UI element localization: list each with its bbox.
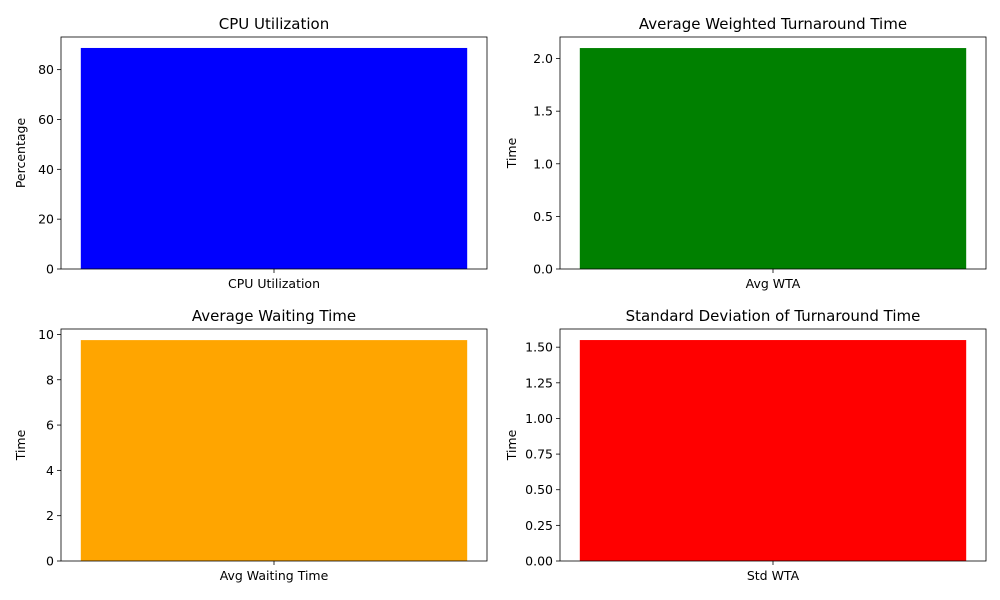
bar <box>579 340 967 561</box>
x-tick-label: Std WTA <box>747 568 800 583</box>
x-tick-label: CPU Utilization <box>228 276 320 291</box>
y-tick-label: 40 <box>38 162 54 177</box>
y-tick-label: 10 <box>38 327 54 342</box>
y-axis-label: Time <box>504 137 519 169</box>
y-tick-label: 2.0 <box>533 51 553 66</box>
y-tick-label: 0.75 <box>525 447 553 462</box>
y-axis-label: Time <box>504 429 519 461</box>
bar <box>80 47 468 269</box>
y-tick-label: 8 <box>46 372 54 387</box>
bar <box>80 340 468 561</box>
y-tick-label: 0.5 <box>533 209 553 224</box>
y-tick-label: 80 <box>38 62 54 77</box>
chart-title: Average Weighted Turnaround Time <box>639 15 907 33</box>
chart-panel-2: Avg WTA 0.0 0.5 1.0 1.5 2.0 Average Weighted T… <box>504 15 987 291</box>
y-tick-label: 1.5 <box>533 104 553 119</box>
x-tick-label: Avg WTA <box>746 276 801 291</box>
axes-frame <box>559 328 987 562</box>
chart-panel-1: CPU Utilization 0 20 40 60 80 CPU Utilization P… <box>13 15 488 291</box>
y-tick-label: 0 <box>46 554 54 569</box>
y-tick-label: 1.50 <box>525 340 553 355</box>
y-tick-label: 60 <box>38 112 54 127</box>
axes-frame <box>60 36 488 270</box>
y-tick-label: 1.0 <box>533 156 553 171</box>
y-tick-label: 0.0 <box>533 262 553 277</box>
chart-title: Standard Deviation of Turnaround Time <box>626 307 921 325</box>
y-axis-label: Percentage <box>13 118 28 189</box>
y-tick-label: 2 <box>46 508 54 523</box>
y-tick-label: 0.50 <box>525 482 553 497</box>
x-tick-label: Avg Waiting Time <box>220 568 329 583</box>
y-tick-label: 1.00 <box>525 411 553 426</box>
y-axis-label: Time <box>13 429 28 461</box>
y-tick-label: 4 <box>46 463 54 478</box>
y-tick-label: 0.00 <box>525 554 553 569</box>
axes-frame <box>559 36 987 270</box>
y-tick-label: 0.25 <box>525 518 553 533</box>
y-tick-label: 20 <box>38 212 54 227</box>
chart-panel-4: Std WTA 0.00 0.25 0.50 0.75 1.00 1.25 1.50 Stand… <box>504 307 987 583</box>
y-tick-label: 1.25 <box>525 375 553 390</box>
chart-title: CPU Utilization <box>219 15 329 33</box>
bar <box>579 48 967 269</box>
chart-title: Average Waiting Time <box>192 307 356 325</box>
y-tick-label: 6 <box>46 418 54 433</box>
y-tick-label: 0 <box>46 262 54 277</box>
axes-frame <box>60 328 488 562</box>
chart-panel-3: Avg Waiting Time 0 2 4 6 8 10 Average Waiting T… <box>13 307 488 583</box>
